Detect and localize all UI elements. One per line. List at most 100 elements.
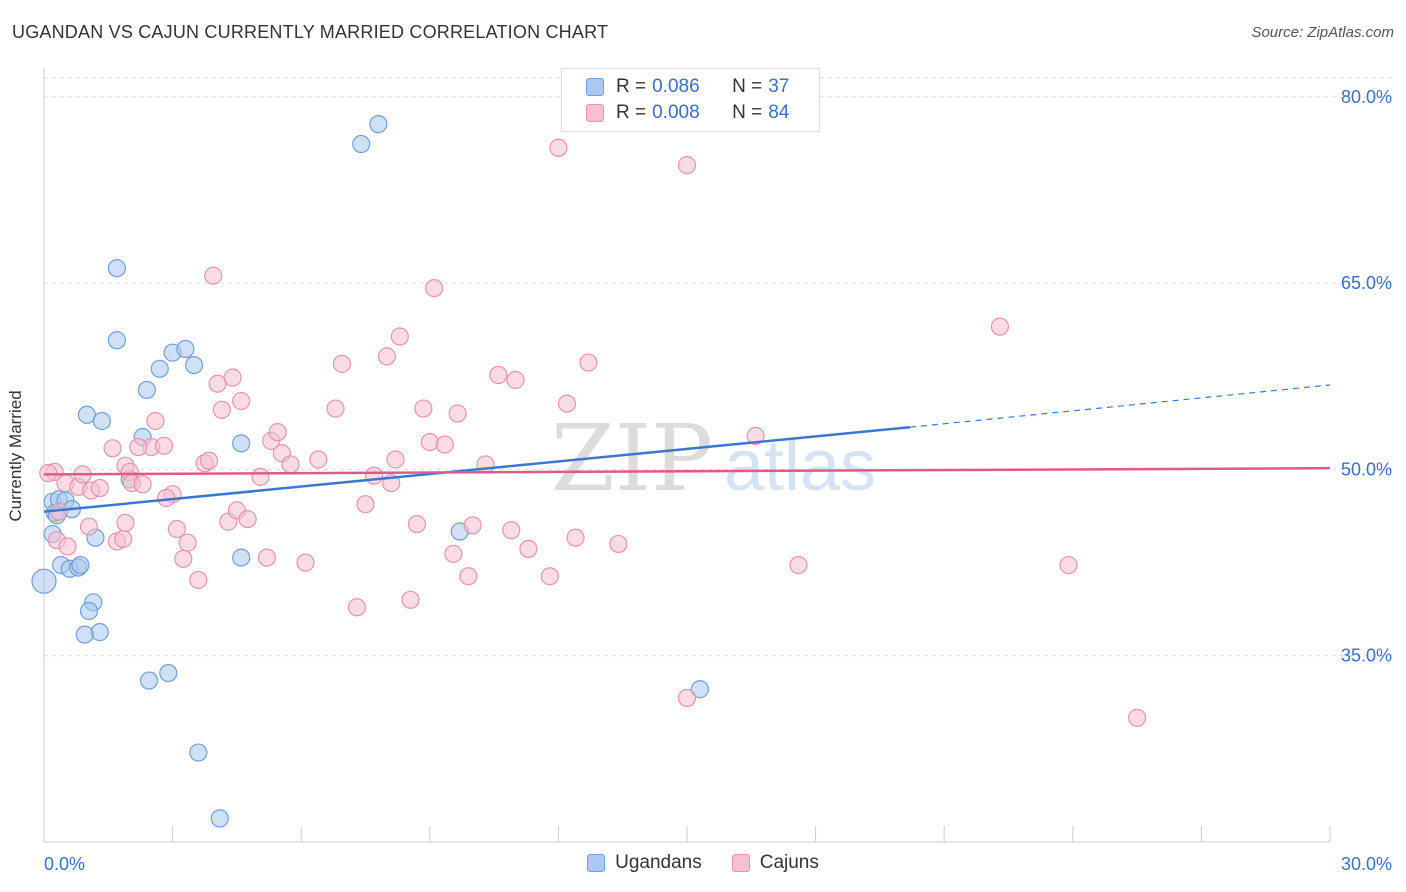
data-point bbox=[268, 423, 287, 442]
data-point bbox=[424, 278, 444, 298]
data-point bbox=[167, 519, 186, 539]
series-layer bbox=[31, 115, 1147, 828]
data-point bbox=[232, 548, 251, 567]
data-point bbox=[386, 450, 405, 469]
legend: Ugandans Cajuns bbox=[0, 852, 1406, 874]
trend-line-cajuns bbox=[43, 466, 1331, 476]
trend-line-ugandans bbox=[43, 425, 911, 513]
data-point bbox=[257, 548, 277, 567]
data-point bbox=[502, 521, 521, 540]
data-point bbox=[356, 495, 375, 514]
data-point bbox=[1059, 555, 1078, 575]
data-point bbox=[489, 365, 508, 385]
data-point bbox=[347, 598, 367, 617]
y-tick-label: 35.0% bbox=[1341, 646, 1392, 666]
stats-row-ugandans: R = 0.086 N = 37 bbox=[586, 75, 789, 99]
tick-labels: 35.0% 50.0% 65.0% 80.0% 0.0% 30.0% bbox=[44, 87, 1392, 874]
data-point bbox=[557, 394, 577, 413]
data-point bbox=[609, 534, 628, 554]
legend-item-cajuns[interactable]: Cajuns bbox=[731, 852, 819, 874]
data-point bbox=[212, 400, 231, 419]
data-point bbox=[90, 478, 109, 498]
data-point bbox=[401, 590, 420, 609]
data-point bbox=[519, 539, 538, 559]
y-tick-label: 80.0% bbox=[1341, 87, 1392, 107]
data-point bbox=[296, 553, 315, 572]
data-point bbox=[189, 570, 208, 590]
stats-box: R = 0.086 N = 37 R = 0.008 N = 84 bbox=[561, 68, 820, 132]
data-point bbox=[690, 680, 709, 699]
data-point bbox=[92, 411, 111, 431]
data-point bbox=[746, 426, 765, 445]
legend-item-ugandans[interactable]: Ugandans bbox=[587, 852, 702, 874]
data-point bbox=[107, 331, 126, 350]
legend-swatch-ugandans bbox=[587, 854, 606, 872]
chart-title: UGANDAN VS CAJUN CURRENTLY MARRIED CORRE… bbox=[12, 22, 609, 42]
r-value-ugandans: 0.086 bbox=[652, 76, 700, 97]
data-point bbox=[139, 671, 159, 690]
data-point bbox=[184, 355, 204, 375]
data-point bbox=[1127, 708, 1147, 727]
r-value-cajuns: 0.008 bbox=[652, 102, 700, 123]
stats-swatch-cajuns bbox=[586, 104, 604, 122]
data-point bbox=[58, 537, 77, 556]
data-point bbox=[114, 529, 133, 549]
r-label: R = bbox=[616, 76, 647, 97]
data-point bbox=[150, 359, 169, 378]
data-point bbox=[414, 399, 433, 418]
data-point bbox=[79, 517, 99, 536]
data-point bbox=[390, 327, 409, 346]
source-credit: Source: ZipAtlas.com bbox=[1251, 24, 1394, 41]
r-label: R = bbox=[616, 102, 647, 123]
data-point bbox=[176, 339, 195, 359]
trend-lines bbox=[43, 384, 1331, 513]
legend-swatch-cajuns bbox=[731, 854, 750, 872]
data-point bbox=[159, 663, 178, 683]
data-point bbox=[369, 115, 388, 134]
data-point bbox=[116, 513, 135, 532]
data-point bbox=[210, 809, 229, 828]
data-point bbox=[990, 317, 1010, 336]
trend-extension-ugandans bbox=[909, 384, 1331, 428]
data-point bbox=[79, 601, 99, 621]
data-point bbox=[75, 625, 94, 644]
data-point bbox=[103, 439, 122, 458]
grid bbox=[44, 77, 1392, 657]
data-point bbox=[129, 437, 148, 457]
data-point bbox=[137, 380, 156, 400]
x-tick-label-end: 30.0% bbox=[1341, 854, 1392, 874]
data-point bbox=[178, 533, 197, 552]
data-point bbox=[435, 435, 454, 454]
stats-row-cajuns: R = 0.008 N = 84 bbox=[586, 101, 789, 125]
series-cajuns bbox=[39, 138, 1147, 727]
legend-label-ugandans: Ugandans bbox=[615, 852, 702, 873]
data-point bbox=[31, 568, 57, 594]
axes bbox=[43, 68, 1331, 843]
data-point bbox=[677, 688, 697, 708]
data-point bbox=[174, 549, 193, 568]
data-point bbox=[579, 353, 598, 372]
data-point bbox=[420, 432, 439, 452]
n-label: N = bbox=[732, 102, 763, 123]
data-point bbox=[549, 138, 568, 157]
data-point bbox=[506, 370, 525, 390]
data-point bbox=[223, 368, 242, 387]
x-tick-label-start: 0.0% bbox=[44, 854, 85, 874]
data-point bbox=[566, 528, 585, 547]
data-point bbox=[189, 743, 208, 762]
data-point bbox=[232, 392, 251, 411]
watermark-zip: ZIP bbox=[551, 405, 713, 512]
y-tick-label: 65.0% bbox=[1341, 273, 1392, 293]
n-label: N = bbox=[732, 76, 763, 97]
data-point bbox=[326, 399, 345, 418]
n-value-cajuns: 84 bbox=[768, 102, 790, 123]
data-point bbox=[281, 455, 300, 474]
legend-label-cajuns: Cajuns bbox=[759, 852, 819, 873]
data-point bbox=[677, 156, 697, 175]
data-point bbox=[352, 134, 371, 154]
data-point bbox=[154, 436, 174, 455]
data-point bbox=[204, 266, 223, 285]
data-point bbox=[444, 544, 463, 563]
data-point bbox=[364, 466, 384, 485]
